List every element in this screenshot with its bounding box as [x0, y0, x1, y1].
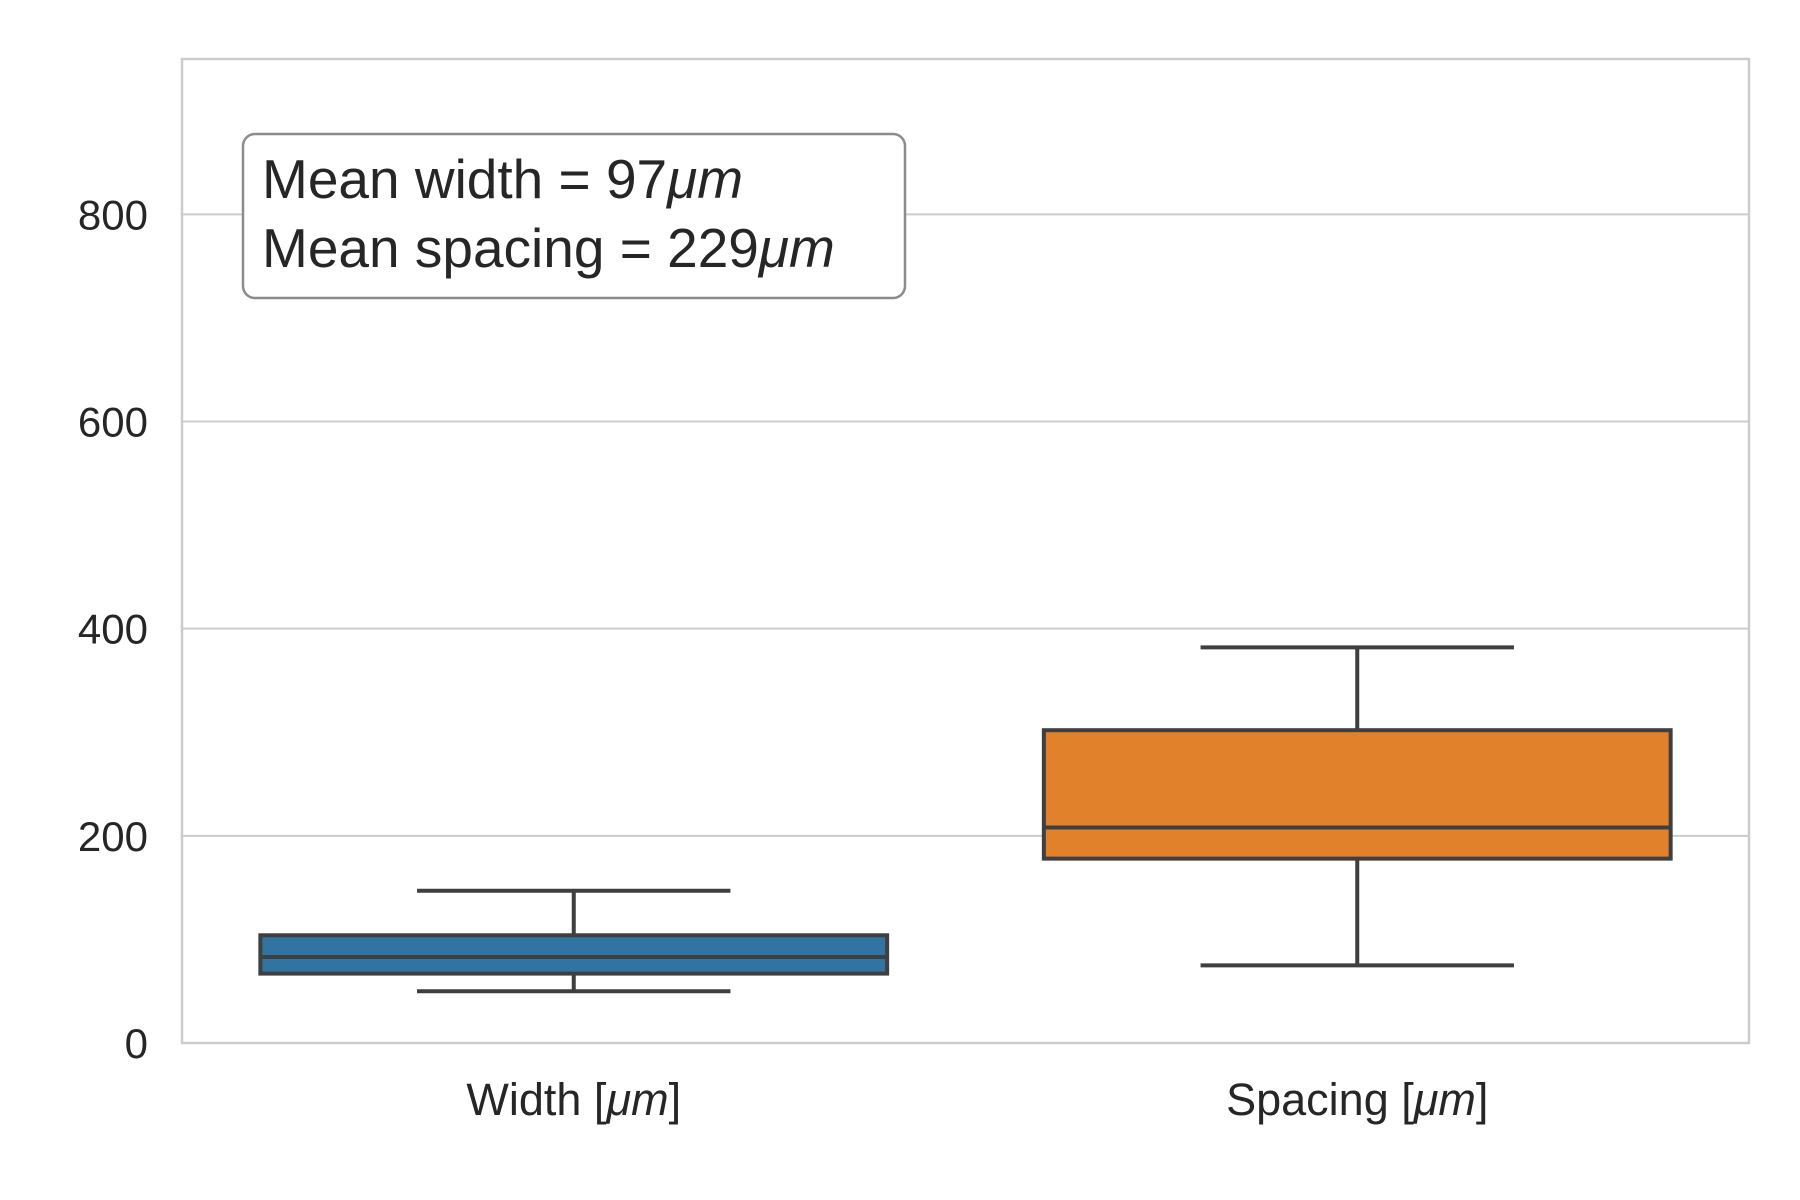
boxes	[258, 645, 1673, 994]
y-tick-label-0: 0	[125, 1020, 148, 1067]
y-tick-label-400: 400	[78, 606, 148, 653]
y-tick-label-200: 200	[78, 813, 148, 860]
x-axis-labels: Width [μm] Spacing [μm]	[466, 1074, 1488, 1125]
annotation-box: Mean width = 97μm Mean spacing = 229μm	[241, 132, 907, 300]
annotation-mean-width-text: Mean width = 97	[262, 148, 667, 210]
box-width	[258, 888, 890, 994]
y-tick-label-800: 800	[78, 191, 148, 238]
x-tick-label-width: Width [μm]	[466, 1074, 681, 1125]
annotation-mean-spacing-text: Mean spacing = 229	[262, 217, 759, 279]
annotation-frame	[241, 132, 907, 300]
box-spacing	[1041, 645, 1673, 968]
y-tick-label-600: 600	[78, 399, 148, 446]
box-body-width	[258, 933, 890, 976]
annotation-mean-width-unit: μm	[665, 148, 743, 210]
annotation-mean-width: Mean width = 97μm	[262, 148, 743, 210]
box-body-spacing	[1041, 728, 1673, 861]
annotation-mean-spacing: Mean spacing = 229μm	[262, 217, 835, 279]
plot-frame	[180, 57, 1751, 1045]
y-axis-ticks: 0 200 400 600 800	[78, 191, 148, 1067]
x-tick-label-spacing: Spacing [μm]	[1226, 1074, 1488, 1125]
annotation-mean-spacing-unit: μm	[757, 217, 835, 279]
